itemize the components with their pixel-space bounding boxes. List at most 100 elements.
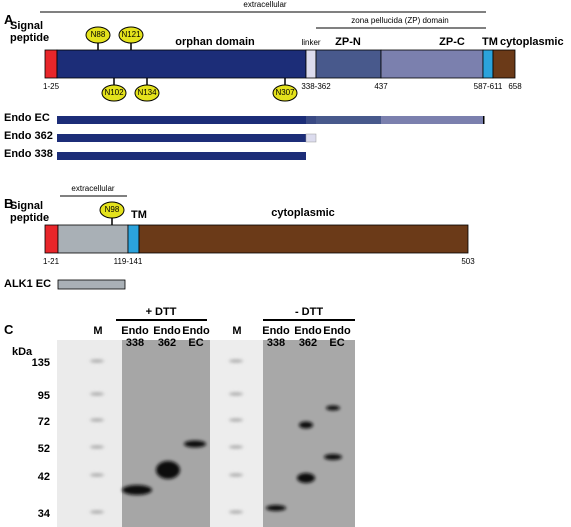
construct-bar	[306, 116, 316, 124]
ladder-band	[90, 445, 104, 449]
glycosylation-label: N102	[104, 88, 124, 97]
position-label: 658	[508, 82, 522, 91]
ladder-band	[229, 359, 243, 363]
lane-label: Endo 338	[121, 325, 149, 349]
construct-label: Endo 362	[4, 130, 53, 142]
position-label: 437	[374, 82, 388, 91]
domain-label: Signal peptide	[10, 200, 50, 224]
gel-lane	[263, 340, 355, 527]
panel-letter: A	[4, 12, 14, 27]
glycosylation-bubble	[134, 84, 160, 102]
construct-bar	[57, 116, 306, 124]
domain-label: orphan domain	[175, 36, 255, 48]
construct-end	[483, 116, 485, 124]
position-label: 338-362	[301, 82, 331, 91]
ladder-band	[90, 392, 104, 396]
condition-label: - DTT	[294, 306, 324, 318]
signal-segment	[44, 49, 58, 79]
marker-label: 135	[31, 357, 50, 369]
ladder-band	[229, 392, 243, 396]
ladder-band	[229, 445, 243, 449]
domain-label: cytoplasmic	[271, 207, 335, 219]
glycosylation-bubble	[118, 26, 144, 44]
gel-band	[122, 485, 152, 495]
tm-segment	[127, 224, 140, 254]
glycosylation-label: N307	[275, 88, 295, 97]
lane-label: Endo 362	[294, 325, 322, 349]
domain-label: cytoplasmic	[500, 36, 564, 48]
domain-label: ZP-C	[439, 36, 465, 48]
marker-label: 34	[37, 508, 50, 520]
gel-band	[326, 405, 340, 411]
construct-bar	[57, 279, 126, 290]
unit-label: kDa	[12, 346, 33, 358]
position-label: 1-21	[43, 257, 60, 266]
marker-label: 72	[37, 416, 50, 428]
glycosylation-label: N121	[121, 30, 141, 39]
ec-segment	[57, 224, 129, 254]
construct-bar	[381, 116, 483, 124]
gel-band	[156, 461, 180, 479]
glycosylation-sites	[85, 26, 298, 225]
lane-label: M	[232, 325, 242, 337]
region-label: zona pellucida (ZP) domain	[351, 16, 449, 25]
glycosylation-bubble	[272, 84, 298, 102]
zpc-segment	[380, 49, 484, 79]
glycosylation-label: N88	[90, 30, 106, 39]
construct-label: Endo EC	[4, 112, 50, 124]
lane-label: Endo 338	[262, 325, 290, 349]
ladder-band	[229, 418, 243, 422]
condition-label: + DTT	[145, 306, 177, 318]
gel-band	[184, 440, 206, 448]
marker-label: 42	[37, 471, 50, 483]
position-label: 587-611	[473, 82, 503, 91]
linker-segment	[305, 49, 317, 79]
constructs	[57, 116, 485, 160]
domain-label: TM	[482, 36, 498, 48]
region-label: extracellular	[71, 184, 115, 193]
gel-band	[297, 473, 315, 483]
glycosylation-label: N134	[137, 88, 157, 97]
gel-lane	[122, 340, 210, 527]
gel-lane	[210, 340, 263, 527]
gel-band	[266, 505, 286, 511]
construct-label: ALK1 EC	[4, 278, 52, 290]
panel-letter: B	[4, 196, 14, 211]
domain-label: TM	[131, 209, 147, 221]
gel-band	[324, 454, 342, 460]
lane-label: M	[93, 325, 103, 337]
tm-segment	[482, 49, 494, 79]
ladder-band	[90, 473, 104, 477]
ladder-band	[229, 510, 243, 514]
orphan-segment	[56, 49, 307, 79]
lane-label: Endo EC	[182, 325, 210, 349]
zpn-segment	[315, 49, 382, 79]
glycosylation-bubble	[101, 84, 127, 102]
domain-label: linker	[301, 38, 321, 47]
glycosylation-bubble	[99, 201, 125, 219]
position-label: 119-141	[113, 257, 143, 266]
position-label: 503	[461, 257, 475, 266]
panel-letter: C	[4, 322, 14, 337]
ladder-band	[90, 510, 104, 514]
lane-label: Endo EC	[323, 325, 351, 349]
construct-bar	[316, 116, 381, 124]
domain-label: ZP-N	[335, 36, 361, 48]
cyto-segment	[138, 224, 469, 254]
ladder-band	[229, 473, 243, 477]
construct-bar	[57, 152, 306, 160]
construct-bar	[305, 133, 317, 143]
position-label: 1-25	[43, 82, 60, 91]
marker-label: 52	[37, 443, 50, 455]
glycosylation-label: N98	[104, 205, 120, 214]
gel-band	[299, 421, 313, 429]
gel-lane	[57, 340, 122, 527]
construct-bar	[57, 134, 306, 142]
ladder	[90, 359, 243, 514]
ladder-band	[90, 359, 104, 363]
marker-label: 95	[37, 390, 50, 402]
domain-label: Signal peptide	[10, 20, 50, 44]
signal-segment	[44, 224, 59, 254]
